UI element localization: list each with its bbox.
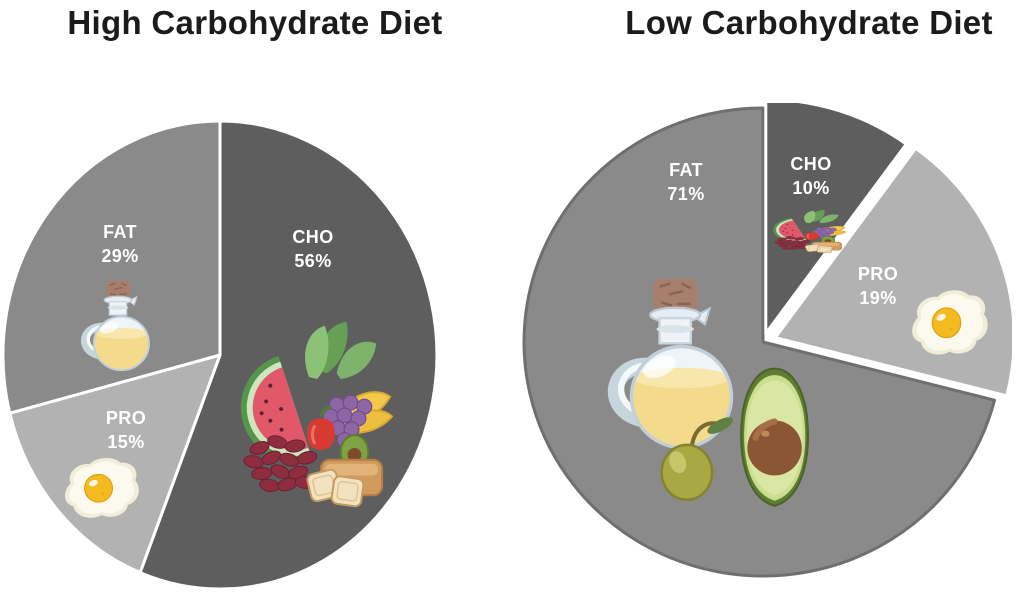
high-carb-chart-title: High Carbohydrate Diet	[67, 4, 443, 41]
left-fat-slice-label: FAT 29%	[65, 220, 175, 268]
right-fat-slice-label: FAT 71%	[631, 158, 741, 206]
low-carb-pie-chart	[522, 103, 1012, 578]
slice-name: FAT	[103, 222, 137, 242]
slice-percent: 15%	[107, 432, 145, 452]
right-cho-slice-label: CHO 10%	[756, 152, 866, 200]
slice-percent: 56%	[294, 251, 332, 271]
high-carb-slice-fat	[1, 119, 222, 415]
avocado-half-icon	[740, 367, 809, 507]
left-cho-slice-label: CHO 56%	[258, 225, 368, 273]
slice-percent: 29%	[101, 246, 139, 266]
slice-name: CHO	[790, 154, 832, 174]
oil-olive-avocado-icon	[592, 271, 809, 507]
fried-egg-icon	[64, 457, 140, 519]
slice-name: PRO	[857, 264, 899, 284]
oil-bottle-icon	[75, 280, 161, 376]
low-carb-chart-title: Low Carbohydrate Diet	[625, 4, 993, 41]
slice-percent: 10%	[792, 178, 830, 198]
fruits-vegetables-bread-icon	[226, 320, 394, 509]
slice-name: PRO	[105, 408, 147, 428]
slice-name: FAT	[669, 160, 703, 180]
olive-icon	[660, 417, 733, 502]
slice-name: CHO	[292, 227, 334, 247]
left-pro-slice-label: PRO 15%	[71, 406, 181, 454]
slice-percent: 71%	[667, 184, 705, 204]
slice-percent: 19%	[859, 288, 897, 308]
right-pro-slice-label: PRO 19%	[823, 262, 933, 310]
fruits-vegetables-bread-icon	[766, 209, 847, 254]
low-carb-slice-fat	[522, 106, 996, 578]
